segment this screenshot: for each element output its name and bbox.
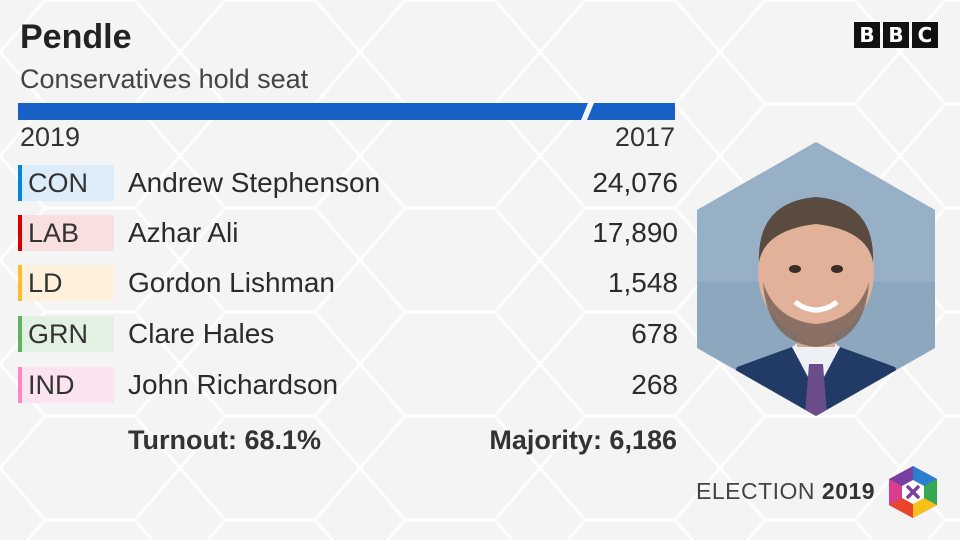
candidate-name: Andrew Stephenson (128, 167, 381, 198)
election-year: 2019 (821, 478, 876, 504)
election-footer-label: ELECTION 2019 (696, 478, 875, 505)
candidate-name: Gordon Lishman (128, 267, 336, 298)
candidate-row: IND John Richardson 268 (18, 367, 678, 403)
candidate-votes: 678 (631, 318, 678, 349)
party-label: LD (18, 265, 114, 301)
majority-text: Majority: 6,186 (489, 425, 677, 455)
bbc-logo-letter: C (912, 22, 938, 48)
ballot-x-icon (889, 466, 937, 518)
candidate-row: GRN Clare Hales 678 (18, 316, 678, 352)
candidate-row: LAB Azhar Ali 17,890 (18, 215, 678, 251)
candidate-name: Clare Hales (128, 318, 275, 349)
candidate-votes: 24,076 (592, 167, 678, 198)
year-current-label: 2019 (20, 122, 81, 152)
party-label: LAB (18, 215, 114, 251)
candidate-photo-hexagon (697, 142, 935, 416)
bbc-logo: B B C (854, 22, 938, 48)
election-word: ELECTION (696, 478, 816, 504)
result-subtitle: Conservatives hold seat (20, 64, 309, 94)
party-label: CON (18, 165, 114, 201)
bbc-logo-letter: B (854, 22, 880, 48)
seat-change-bar (18, 103, 675, 120)
candidate-name: Azhar Ali (128, 217, 239, 248)
candidate-votes: 268 (631, 369, 678, 400)
candidate-name: John Richardson (128, 369, 339, 400)
candidate-row: CON Andrew Stephenson 24,076 (18, 165, 678, 201)
candidate-votes: 17,890 (592, 217, 678, 248)
party-label: GRN (18, 316, 114, 352)
candidate-votes: 1,548 (607, 267, 678, 298)
party-label: IND (18, 367, 114, 403)
candidate-row: LD Gordon Lishman 1,548 (18, 265, 678, 301)
turnout-text: Turnout: 68.1% (128, 425, 322, 455)
year-previous-label: 2017 (614, 122, 675, 152)
bbc-logo-letter: B (883, 22, 909, 48)
constituency-title: Pendle (20, 18, 132, 56)
